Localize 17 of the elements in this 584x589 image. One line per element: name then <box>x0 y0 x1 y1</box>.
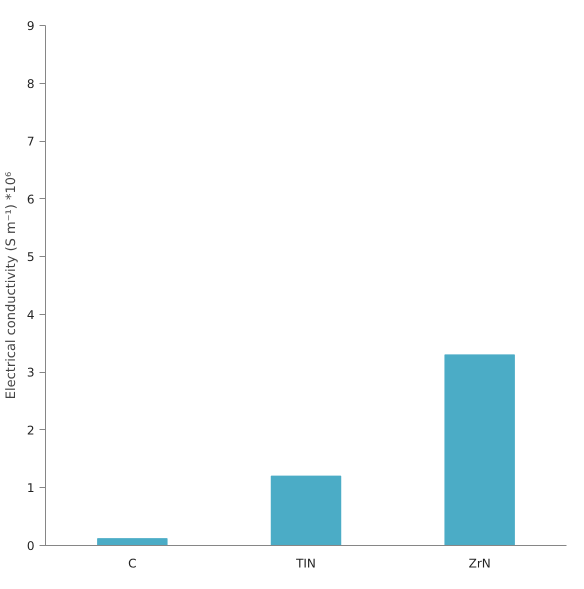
y-tick-label: 5 <box>26 250 35 264</box>
x-tick-label: C <box>128 556 137 570</box>
y-axis-title: Electrical conductivity (S m⁻¹) *10⁶ <box>4 172 19 400</box>
y-tick-label: 7 <box>26 134 35 149</box>
bar <box>444 354 515 546</box>
bar <box>97 538 168 546</box>
x-tick-label: TIN <box>295 556 316 570</box>
y-tick-label: 9 <box>26 19 35 33</box>
x-tick-label: ZrN <box>468 556 491 570</box>
bar <box>270 476 342 546</box>
y-tick-label: 0 <box>26 539 35 553</box>
y-tick-label: 2 <box>26 423 35 438</box>
y-tick-label: 3 <box>26 366 35 380</box>
y-tick-label: 4 <box>26 308 35 322</box>
y-tick-label: 6 <box>26 192 35 206</box>
y-tick-label: 1 <box>26 481 35 496</box>
y-tick-label: 8 <box>26 76 35 91</box>
